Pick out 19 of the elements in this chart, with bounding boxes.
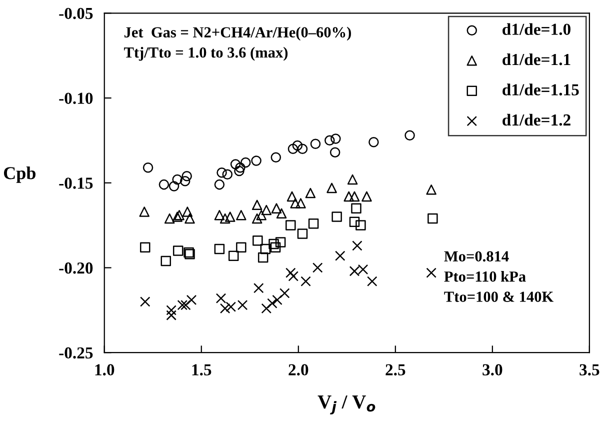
- y-axis-title: Cpb: [4, 166, 36, 183]
- annotation: Jet Gas = N2+CH4/Ar/He(0–60%) Ttj/Tto = 1.0 to 3.6 (max): [124, 26, 351, 61]
- y-tick-label: -0.10: [59, 92, 93, 104]
- legend-label: d1/de=1.15: [502, 84, 579, 96]
- x-tick-label: 3.0: [482, 364, 502, 376]
- x-tick-label: 1.5: [192, 364, 212, 376]
- y-tick-label: -0.15: [59, 178, 93, 189]
- annotation: Mo=0.814 Pto=110 kPa Tto=100 & 140K: [444, 251, 554, 302]
- x-tick-label: 1.0: [95, 364, 114, 376]
- y-tick-label: -0.05: [59, 8, 93, 20]
- x-tick-label: 2.5: [386, 364, 406, 376]
- x-axis-title: V$_{j}$ / V$_{o}$: [318, 395, 376, 414]
- y-tick-label: -0.20: [59, 262, 93, 274]
- x-tick-label: 2.0: [288, 364, 308, 376]
- legend-label: d1/de=1.0: [502, 23, 570, 36]
- legend-label: d1/de=1.1: [502, 53, 570, 66]
- legend-label: d1/de=1.2: [502, 114, 570, 126]
- y-tick-label: -0.25: [59, 347, 93, 359]
- x-tick-label: 3.5: [580, 364, 600, 376]
